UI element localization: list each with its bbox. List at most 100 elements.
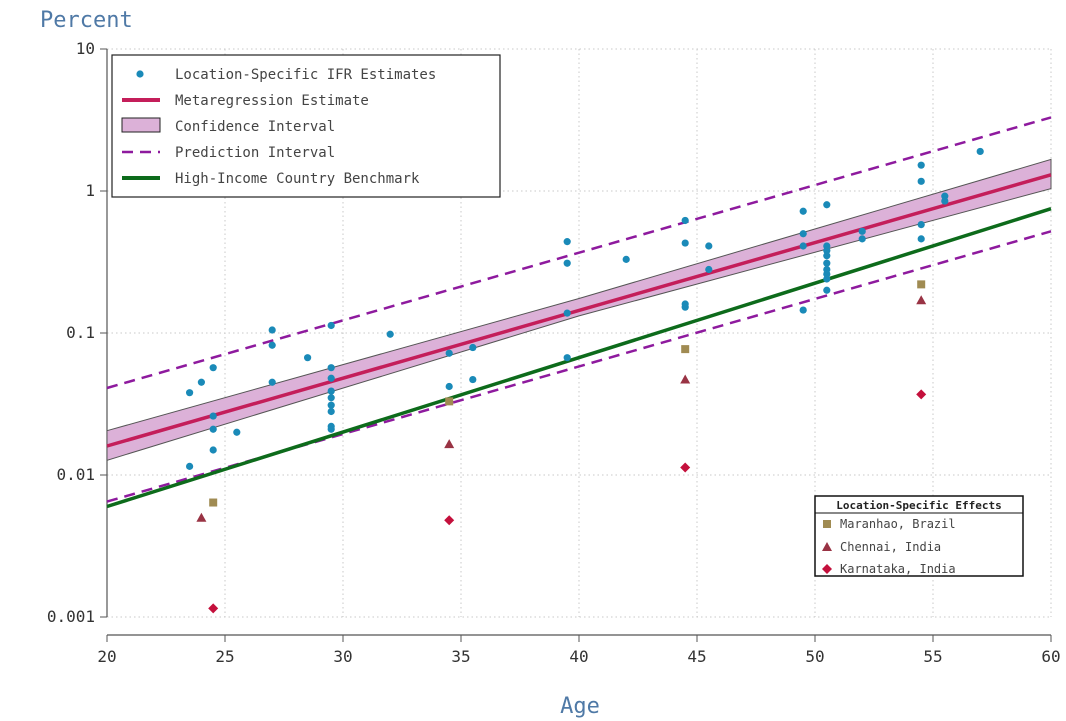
ifr-point <box>681 303 689 311</box>
karnataka-point <box>208 603 219 614</box>
legend-entry-3: Prediction Interval <box>175 145 335 161</box>
ifr-point <box>917 177 925 185</box>
location-legend-title: Location-Specific Effects <box>836 499 1002 512</box>
ifr-point <box>823 247 831 255</box>
ifr-point <box>823 201 831 209</box>
ifr-point <box>917 161 925 169</box>
location-legend-entry-0: Maranhao, Brazil <box>840 517 956 531</box>
legend-symbols <box>121 70 161 180</box>
ifr-point <box>563 354 571 362</box>
ifr-point <box>268 378 276 386</box>
legend-entry-2: Confidence Interval <box>175 119 335 135</box>
ifr-point <box>563 259 571 267</box>
ifr-point <box>327 364 335 372</box>
ifr-point <box>622 255 630 263</box>
maranhao-point <box>209 498 218 507</box>
ifr-point <box>209 446 217 454</box>
maranhao-point <box>681 345 690 354</box>
x-tick-label: 25 <box>215 647 234 666</box>
chennai-point <box>444 439 455 449</box>
ifr-point <box>445 382 453 391</box>
ifr-point <box>186 389 194 397</box>
ifr-point <box>823 286 831 294</box>
legend-symbol-points <box>136 70 144 78</box>
legend-box <box>111 54 501 198</box>
ifr-point <box>233 428 241 436</box>
location-legend: Location-Specific Effects Maranhao, Braz… <box>814 495 1024 577</box>
ifr-point <box>941 197 949 205</box>
ifr-point <box>445 349 453 357</box>
x-axis-title: Age <box>560 694 600 719</box>
ifr-point <box>268 326 276 334</box>
ifr-point <box>186 462 194 470</box>
prediction-interval-upper <box>106 116 1052 390</box>
ifr-point <box>799 207 807 215</box>
y-axis-title: Percent <box>40 8 133 33</box>
x-tick-label: 50 <box>805 647 824 666</box>
y-tick-label: 1 <box>85 181 95 200</box>
data-points <box>186 147 984 614</box>
location-legend-symbol-maranhao <box>823 520 831 528</box>
ifr-point <box>268 341 276 349</box>
x-tick-label: 30 <box>333 647 352 666</box>
ifr-point <box>209 425 217 433</box>
ifr-point <box>327 425 335 433</box>
ifr-point <box>304 354 312 362</box>
x-tick-label: 20 <box>97 647 116 666</box>
ifr-point <box>799 242 807 250</box>
ifr-point <box>327 401 335 409</box>
legend-entry-1: Metaregression Estimate <box>175 93 369 109</box>
maranhao-point <box>917 280 926 289</box>
y-tick-label: 0.01 <box>56 465 95 484</box>
ifr-point <box>327 394 335 402</box>
location-legend-symbol-chennai <box>822 542 832 551</box>
ifr-point <box>209 364 217 372</box>
ifr-point <box>858 235 866 243</box>
ifr-point <box>823 270 831 278</box>
chennai-point <box>680 374 691 384</box>
ifr-point <box>327 407 335 416</box>
y-tick-label: 10 <box>76 39 95 58</box>
ifr-point <box>799 306 807 314</box>
legend: Location-Specific IFR Estimates Metaregr… <box>111 54 501 198</box>
location-legend-box <box>814 495 1024 577</box>
ifr-point <box>976 147 984 156</box>
ifr-point <box>799 230 807 238</box>
x-tick-label: 40 <box>569 647 588 666</box>
legend-entry-4: High-Income Country Benchmark <box>175 171 420 187</box>
ifr-point <box>209 412 217 420</box>
ifr-point <box>327 321 335 330</box>
ifr-point <box>681 216 689 225</box>
ifr-point <box>823 252 831 260</box>
ifr-point <box>563 238 571 246</box>
location-legend-symbols <box>822 520 832 574</box>
ifr-point <box>386 330 394 338</box>
ifr-point <box>327 374 335 382</box>
y-tick-label: 0.001 <box>47 607 95 626</box>
maranhao-point <box>445 397 454 406</box>
x-tick-label: 35 <box>451 647 470 666</box>
ifr-point <box>705 242 713 250</box>
axes <box>100 48 1052 642</box>
benchmark-line <box>106 207 1052 509</box>
ifr-point <box>681 239 689 247</box>
legend-entry-0: Location-Specific IFR Estimates <box>175 67 436 83</box>
location-legend-entry-2: Karnataka, India <box>840 562 956 576</box>
ifr-point <box>917 220 925 229</box>
tick-labels: 20 25 30 35 40 45 50 55 60 0.001 0.01 0.1 1 10 <box>47 39 1061 666</box>
x-tick-label: 60 <box>1041 647 1060 666</box>
ifr-point <box>563 309 571 317</box>
ifr-point <box>197 378 205 386</box>
y-tick-label: 0.1 <box>66 323 95 342</box>
location-legend-symbol-karnataka <box>822 564 832 574</box>
ifr-point <box>469 375 477 384</box>
legend-symbol-confidence <box>121 117 161 133</box>
karnataka-point <box>444 515 455 526</box>
location-legend-entry-1: Chennai, India <box>840 540 941 554</box>
ifr-point <box>469 343 477 352</box>
ifr-point <box>823 275 831 283</box>
ifr-point <box>858 227 866 235</box>
chennai-point <box>196 512 207 522</box>
x-tick-label: 55 <box>923 647 942 666</box>
